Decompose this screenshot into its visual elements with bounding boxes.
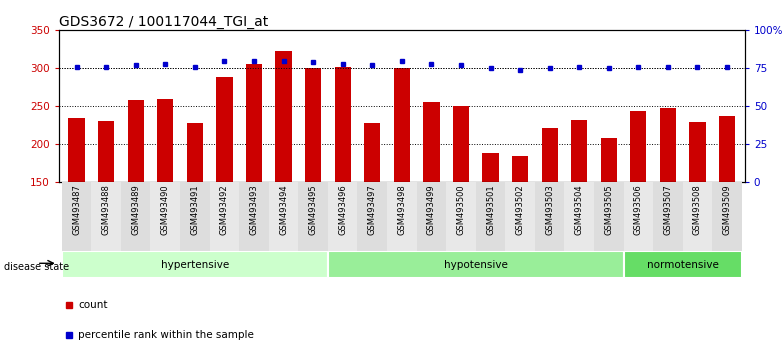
- Bar: [482, 153, 499, 182]
- Text: GSM493506: GSM493506: [633, 184, 643, 235]
- Bar: [216, 77, 233, 182]
- Bar: [713, 182, 742, 251]
- Bar: [328, 251, 623, 278]
- Bar: [719, 116, 735, 182]
- Text: GSM493493: GSM493493: [249, 184, 259, 235]
- Text: GSM493500: GSM493500: [456, 184, 466, 235]
- Bar: [423, 102, 440, 182]
- Bar: [269, 182, 298, 251]
- Text: GDS3672 / 100117044_TGI_at: GDS3672 / 100117044_TGI_at: [59, 15, 268, 29]
- Text: GSM493505: GSM493505: [604, 184, 613, 235]
- Bar: [653, 182, 683, 251]
- Text: percentile rank within the sample: percentile rank within the sample: [78, 330, 254, 339]
- Text: normotensive: normotensive: [647, 259, 719, 270]
- Bar: [328, 182, 358, 251]
- Bar: [660, 108, 676, 182]
- Bar: [62, 182, 91, 251]
- Text: GSM493504: GSM493504: [575, 184, 584, 235]
- Bar: [68, 118, 85, 182]
- Bar: [91, 182, 121, 251]
- Bar: [689, 122, 706, 182]
- Bar: [387, 182, 416, 251]
- Bar: [601, 138, 617, 182]
- Text: disease state: disease state: [4, 262, 69, 272]
- Bar: [476, 182, 506, 251]
- Text: GSM493509: GSM493509: [723, 184, 731, 235]
- Bar: [246, 64, 262, 182]
- Bar: [535, 182, 564, 251]
- Bar: [121, 182, 151, 251]
- Text: GSM493498: GSM493498: [397, 184, 406, 235]
- Bar: [239, 182, 269, 251]
- Text: GSM493501: GSM493501: [486, 184, 495, 235]
- Text: hypertensive: hypertensive: [161, 259, 229, 270]
- Text: hypotensive: hypotensive: [444, 259, 508, 270]
- Text: count: count: [78, 299, 107, 310]
- Bar: [358, 182, 387, 251]
- Bar: [335, 67, 350, 182]
- Text: GSM493503: GSM493503: [545, 184, 554, 235]
- Text: GSM493497: GSM493497: [368, 184, 377, 235]
- Text: GSM493490: GSM493490: [161, 184, 170, 235]
- Bar: [394, 68, 410, 182]
- Bar: [446, 182, 476, 251]
- Bar: [62, 251, 328, 278]
- Bar: [623, 182, 653, 251]
- Bar: [364, 123, 380, 182]
- Bar: [683, 182, 713, 251]
- Bar: [542, 127, 557, 182]
- Bar: [275, 51, 292, 182]
- Text: GSM493495: GSM493495: [309, 184, 318, 235]
- Bar: [512, 156, 528, 182]
- Text: GSM493488: GSM493488: [102, 184, 111, 235]
- Text: GSM493496: GSM493496: [338, 184, 347, 235]
- Bar: [151, 182, 180, 251]
- Bar: [187, 123, 203, 182]
- Text: GSM493499: GSM493499: [426, 184, 436, 235]
- Bar: [594, 182, 623, 251]
- Bar: [305, 68, 321, 182]
- Bar: [564, 182, 594, 251]
- Bar: [571, 120, 587, 182]
- Bar: [506, 182, 535, 251]
- Bar: [630, 111, 647, 182]
- Text: GSM493489: GSM493489: [131, 184, 140, 235]
- Text: GSM493494: GSM493494: [279, 184, 288, 235]
- Bar: [180, 182, 209, 251]
- Text: GSM493508: GSM493508: [693, 184, 702, 235]
- Bar: [623, 251, 742, 278]
- Text: GSM493492: GSM493492: [220, 184, 229, 235]
- Text: GSM493491: GSM493491: [191, 184, 199, 235]
- Bar: [453, 106, 469, 182]
- Bar: [209, 182, 239, 251]
- Bar: [298, 182, 328, 251]
- Bar: [416, 182, 446, 251]
- Bar: [128, 100, 143, 182]
- Text: GSM493487: GSM493487: [72, 184, 81, 235]
- Text: GSM493502: GSM493502: [516, 184, 524, 235]
- Text: GSM493507: GSM493507: [663, 184, 673, 235]
- Bar: [98, 121, 114, 182]
- Bar: [157, 98, 173, 182]
